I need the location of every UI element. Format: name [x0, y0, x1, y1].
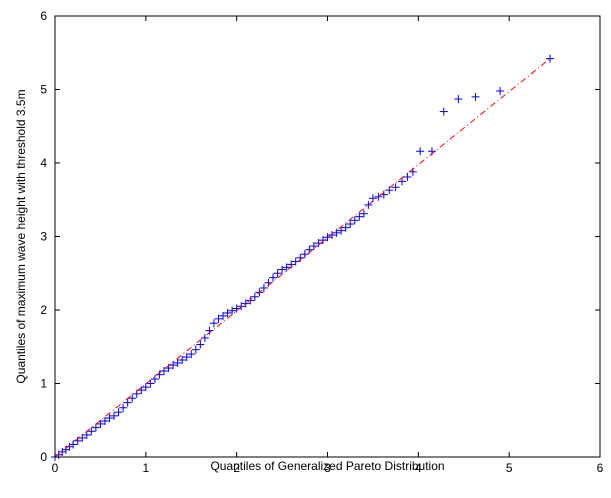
data-point — [110, 412, 118, 420]
data-point — [192, 346, 200, 354]
y-tick-label: 5 — [40, 83, 47, 97]
data-point — [128, 394, 136, 402]
data-point — [328, 231, 336, 239]
y-tick-label: 0 — [40, 450, 47, 464]
data-point — [440, 108, 448, 116]
data-point — [278, 266, 286, 274]
data-point — [124, 399, 132, 407]
data-point — [228, 307, 236, 315]
y-tick-label: 3 — [40, 230, 47, 244]
plot-marks — [51, 55, 554, 461]
x-tick-label: 0 — [52, 461, 59, 475]
x-tick-label: 1 — [142, 461, 149, 475]
data-point — [92, 424, 100, 432]
data-point — [398, 177, 406, 185]
data-point — [472, 93, 480, 101]
data-point — [115, 408, 123, 416]
data-point — [205, 327, 213, 335]
data-point — [301, 250, 309, 258]
y-tick-label: 2 — [40, 303, 47, 317]
x-tick-label: 6 — [597, 461, 604, 475]
y-tick-label: 6 — [40, 9, 47, 23]
data-point — [87, 427, 95, 435]
data-point — [201, 334, 209, 342]
data-point — [269, 274, 277, 282]
data-point — [69, 441, 77, 449]
x-tick-label: 5 — [506, 461, 513, 475]
reference-line — [55, 59, 550, 457]
data-point — [416, 147, 424, 155]
data-point — [151, 375, 159, 383]
data-point — [296, 254, 304, 262]
data-point — [496, 87, 504, 95]
data-point — [454, 95, 462, 103]
data-point — [333, 229, 341, 237]
x-axis-label: Quantiles of Generalized Pareto Distribu… — [210, 459, 444, 473]
y-axis-label: Quantiles of maximum wave height with th… — [14, 89, 28, 383]
data-point — [403, 173, 411, 181]
data-point — [210, 319, 218, 327]
y-tick-label: 4 — [40, 156, 47, 170]
data-point — [346, 220, 354, 228]
y-tick-label: 1 — [40, 377, 47, 391]
